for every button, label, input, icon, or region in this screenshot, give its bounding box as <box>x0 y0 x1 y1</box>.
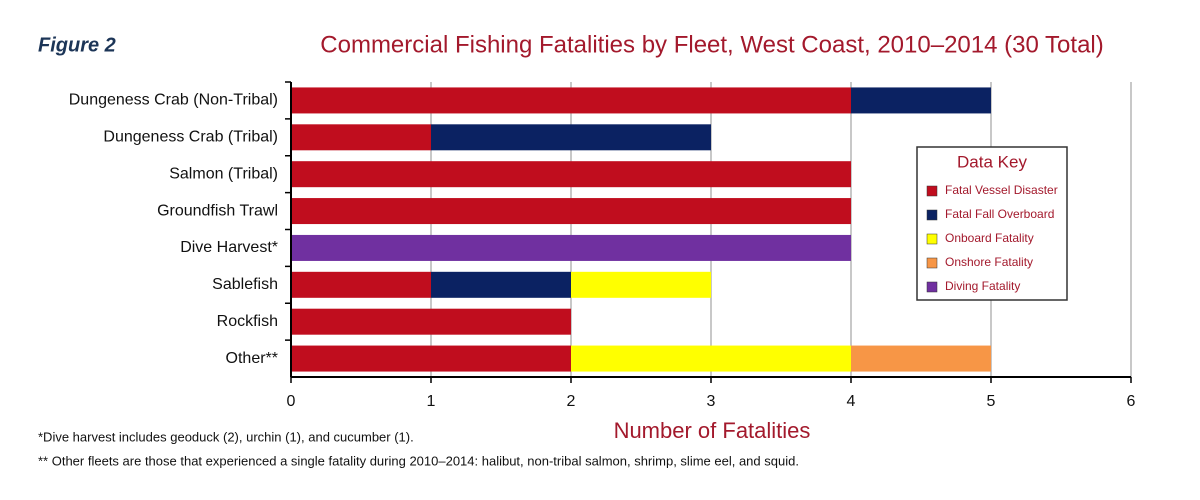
x-tick-label: 4 <box>847 393 856 410</box>
legend-swatch <box>926 209 938 221</box>
bar-segment <box>291 198 851 225</box>
legend-title: Data Key <box>957 152 1027 171</box>
bar-segment <box>291 124 431 151</box>
bar-segment <box>291 87 851 114</box>
legend-label: Fatal Vessel Disaster <box>945 183 1058 197</box>
figure-label: Figure 2 <box>38 34 116 56</box>
y-tick-label: Groundfish Trawl <box>157 202 278 219</box>
x-tick-label: 2 <box>567 393 576 410</box>
y-tick-label: Dungeness Crab (Tribal) <box>103 129 278 146</box>
chart-title: Commercial Fishing Fatalities by Fleet, … <box>320 31 1103 58</box>
bar-segment <box>571 345 851 372</box>
legend-box <box>916 146 1068 301</box>
bar-segment <box>291 271 431 298</box>
bar-segment <box>571 271 711 298</box>
bar-segment <box>291 161 851 188</box>
x-tick-label: 5 <box>987 393 996 410</box>
bar-segment <box>851 87 991 114</box>
x-tick-label: 1 <box>427 393 436 410</box>
legend-swatch <box>926 233 938 245</box>
bar-segment <box>431 271 571 298</box>
y-tick-label: Dungeness Crab (Non-Tribal) <box>69 92 278 109</box>
legend-label: Fatal Fall Overboard <box>945 207 1054 221</box>
legend-swatch <box>926 257 938 269</box>
x-tick-label: 0 <box>287 393 296 410</box>
bar-segment <box>431 124 711 151</box>
footnote: ** Other fleets are those that experienc… <box>38 453 799 468</box>
y-tick-label: Other** <box>226 350 278 367</box>
bar-segment <box>291 308 571 335</box>
bar-segment <box>291 345 571 372</box>
legend-label: Diving Fatality <box>945 279 1020 293</box>
x-tick-label: 3 <box>707 393 716 410</box>
bar-segment <box>851 345 991 372</box>
legend-swatch <box>926 185 938 197</box>
footnote: *Dive harvest includes geoduck (2), urch… <box>38 429 414 444</box>
y-tick-label: Salmon (Tribal) <box>169 165 278 182</box>
x-axis-label: Number of Fatalities <box>614 418 811 443</box>
legend-swatch <box>926 281 938 293</box>
y-tick-label: Dive Harvest* <box>180 239 278 256</box>
y-tick-label: Sablefish <box>212 276 278 293</box>
legend-label: Onboard Fatality <box>945 231 1034 245</box>
bar-segment <box>291 234 851 261</box>
x-tick-label: 6 <box>1127 393 1136 410</box>
y-tick-label: Rockfish <box>217 313 278 330</box>
legend-label: Onshore Fatality <box>945 255 1033 269</box>
